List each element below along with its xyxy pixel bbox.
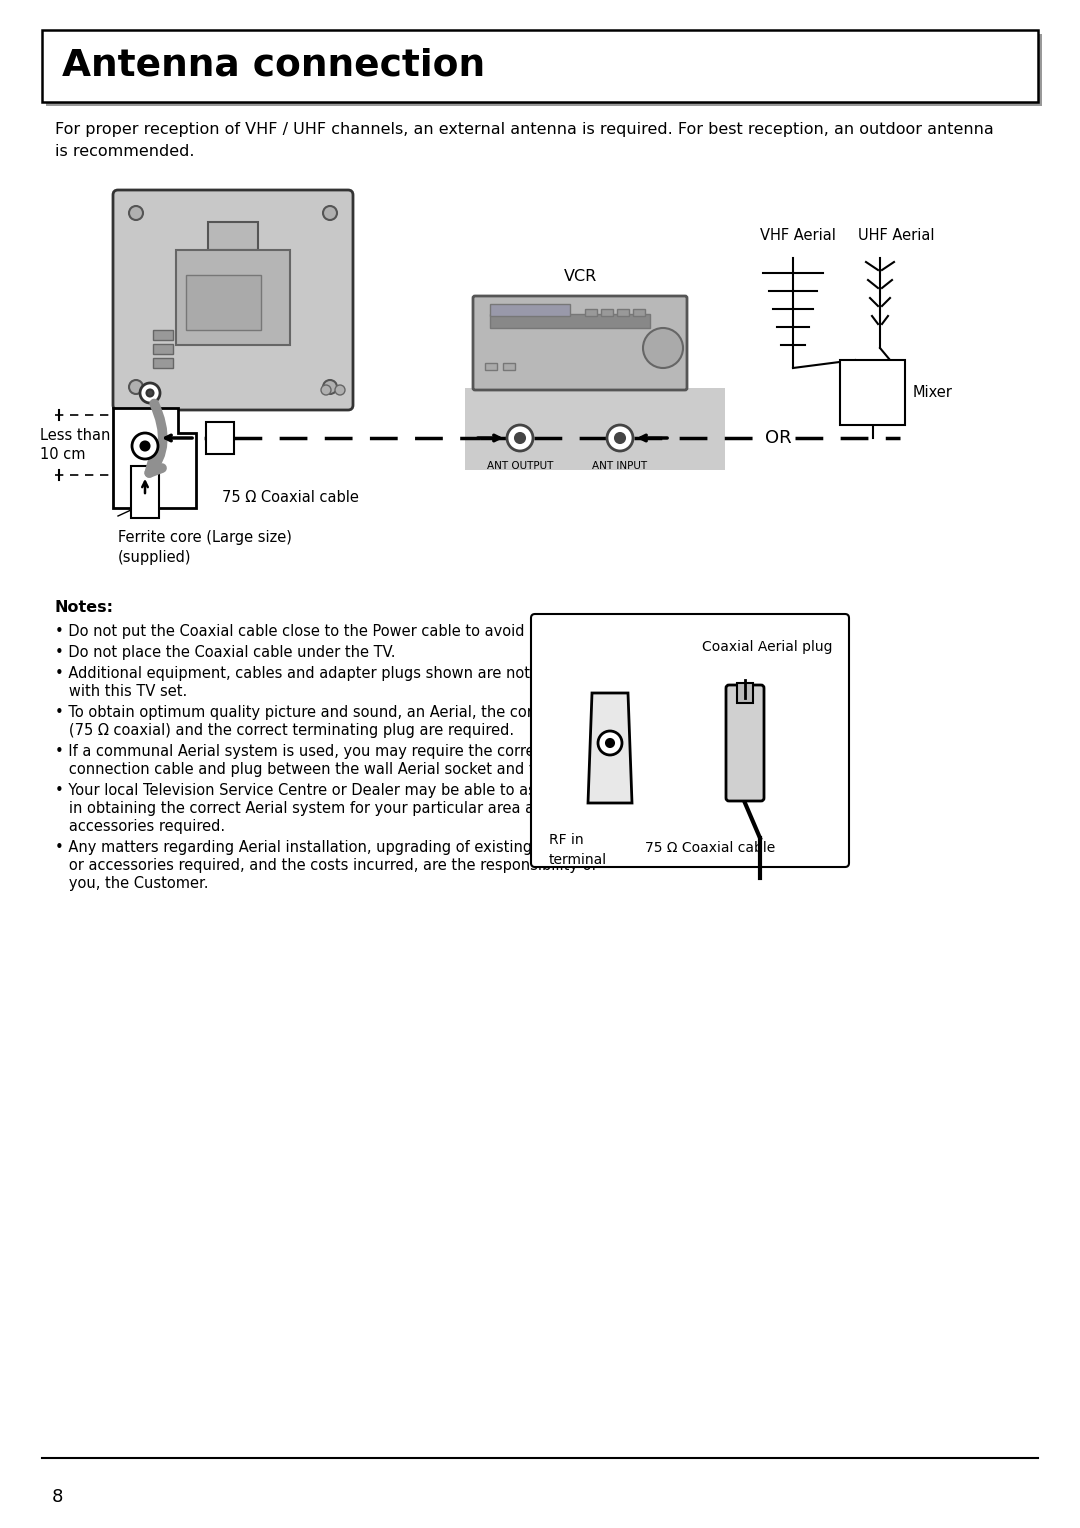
Text: ANT OUTPUT: ANT OUTPUT <box>487 461 553 471</box>
FancyArrowPatch shape <box>149 403 163 474</box>
Bar <box>206 422 234 454</box>
Text: • If a communal Aerial system is used, you may require the correct: • If a communal Aerial system is used, y… <box>55 744 549 759</box>
Bar <box>153 358 173 368</box>
Text: • To obtain optimum quality picture and sound, an Aerial, the correct cable: • To obtain optimum quality picture and … <box>55 704 605 720</box>
Text: Less than
10 cm: Less than 10 cm <box>40 428 110 463</box>
FancyBboxPatch shape <box>726 685 764 801</box>
Text: (75 Ω coaxial) and the correct terminating plug are required.: (75 Ω coaxial) and the correct terminati… <box>55 723 514 738</box>
Bar <box>153 344 173 354</box>
Text: 8: 8 <box>52 1488 64 1507</box>
Bar <box>585 309 597 316</box>
Text: Ferrite core (Large size)
(supplied): Ferrite core (Large size) (supplied) <box>118 530 292 565</box>
Bar <box>485 364 497 370</box>
Bar <box>503 364 515 370</box>
Circle shape <box>335 385 345 396</box>
Text: you, the Customer.: you, the Customer. <box>55 876 208 891</box>
Text: with this TV set.: with this TV set. <box>55 685 187 698</box>
Circle shape <box>643 329 683 368</box>
FancyBboxPatch shape <box>113 189 353 410</box>
Text: For proper reception of VHF / UHF channels, an external antenna is required. For: For proper reception of VHF / UHF channe… <box>55 122 994 159</box>
Text: VCR: VCR <box>564 269 596 284</box>
Text: VHF Aerial: VHF Aerial <box>760 228 836 243</box>
Text: • Do not put the Coaxial cable close to the Power cable to avoid noise.: • Do not put the Coaxial cable close to … <box>55 623 573 639</box>
Text: • Additional equipment, cables and adapter plugs shown are not supplied: • Additional equipment, cables and adapt… <box>55 666 597 681</box>
Bar <box>490 313 650 329</box>
Circle shape <box>323 206 337 220</box>
Bar <box>186 275 261 330</box>
Text: • Do not place the Coaxial cable under the TV.: • Do not place the Coaxial cable under t… <box>55 645 395 660</box>
Circle shape <box>507 425 534 451</box>
Circle shape <box>515 432 525 443</box>
Bar <box>633 309 645 316</box>
Text: 75 Ω Coaxial cable: 75 Ω Coaxial cable <box>221 490 359 504</box>
Circle shape <box>321 385 330 396</box>
Circle shape <box>323 380 337 394</box>
Text: in obtaining the correct Aerial system for your particular area and the: in obtaining the correct Aerial system f… <box>55 801 581 816</box>
Text: connection cable and plug between the wall Aerial socket and your TV.: connection cable and plug between the wa… <box>55 762 589 778</box>
Bar <box>42 31 1038 102</box>
Text: Mixer: Mixer <box>913 385 953 400</box>
Circle shape <box>132 432 158 458</box>
Circle shape <box>606 740 615 747</box>
Bar <box>208 222 258 251</box>
Circle shape <box>147 390 153 396</box>
Bar <box>737 683 753 703</box>
Bar <box>153 330 173 341</box>
FancyBboxPatch shape <box>531 614 849 866</box>
Circle shape <box>615 432 625 443</box>
Text: accessories required.: accessories required. <box>55 819 225 834</box>
Circle shape <box>140 384 160 403</box>
Circle shape <box>607 425 633 451</box>
Bar <box>840 361 905 425</box>
Polygon shape <box>588 694 632 804</box>
Bar <box>131 466 159 518</box>
Text: • Your local Television Service Centre or Dealer may be able to assist you: • Your local Television Service Centre o… <box>55 782 593 798</box>
FancyBboxPatch shape <box>473 296 687 390</box>
Circle shape <box>129 206 143 220</box>
Text: OR: OR <box>765 429 792 448</box>
Bar <box>490 304 570 316</box>
Text: Coaxial Aerial plug: Coaxial Aerial plug <box>702 640 833 654</box>
Bar <box>617 309 629 316</box>
Bar <box>176 251 291 345</box>
Circle shape <box>598 730 622 755</box>
Text: Antenna connection: Antenna connection <box>62 47 485 84</box>
Bar <box>600 309 613 316</box>
Text: RF in
terminal: RF in terminal <box>549 833 607 866</box>
Text: ANT INPUT: ANT INPUT <box>593 461 648 471</box>
Bar <box>46 34 1042 105</box>
Text: or accessories required, and the costs incurred, are the responsibility of: or accessories required, and the costs i… <box>55 859 596 872</box>
Text: Notes:: Notes: <box>55 601 114 614</box>
Circle shape <box>129 380 143 394</box>
Text: 75 Ω Coaxial cable: 75 Ω Coaxial cable <box>645 840 775 856</box>
Text: • Any matters regarding Aerial installation, upgrading of existing systems: • Any matters regarding Aerial installat… <box>55 840 597 856</box>
Text: UHF Aerial: UHF Aerial <box>858 228 934 243</box>
Bar <box>465 388 725 471</box>
Circle shape <box>140 442 149 451</box>
Polygon shape <box>113 408 195 507</box>
